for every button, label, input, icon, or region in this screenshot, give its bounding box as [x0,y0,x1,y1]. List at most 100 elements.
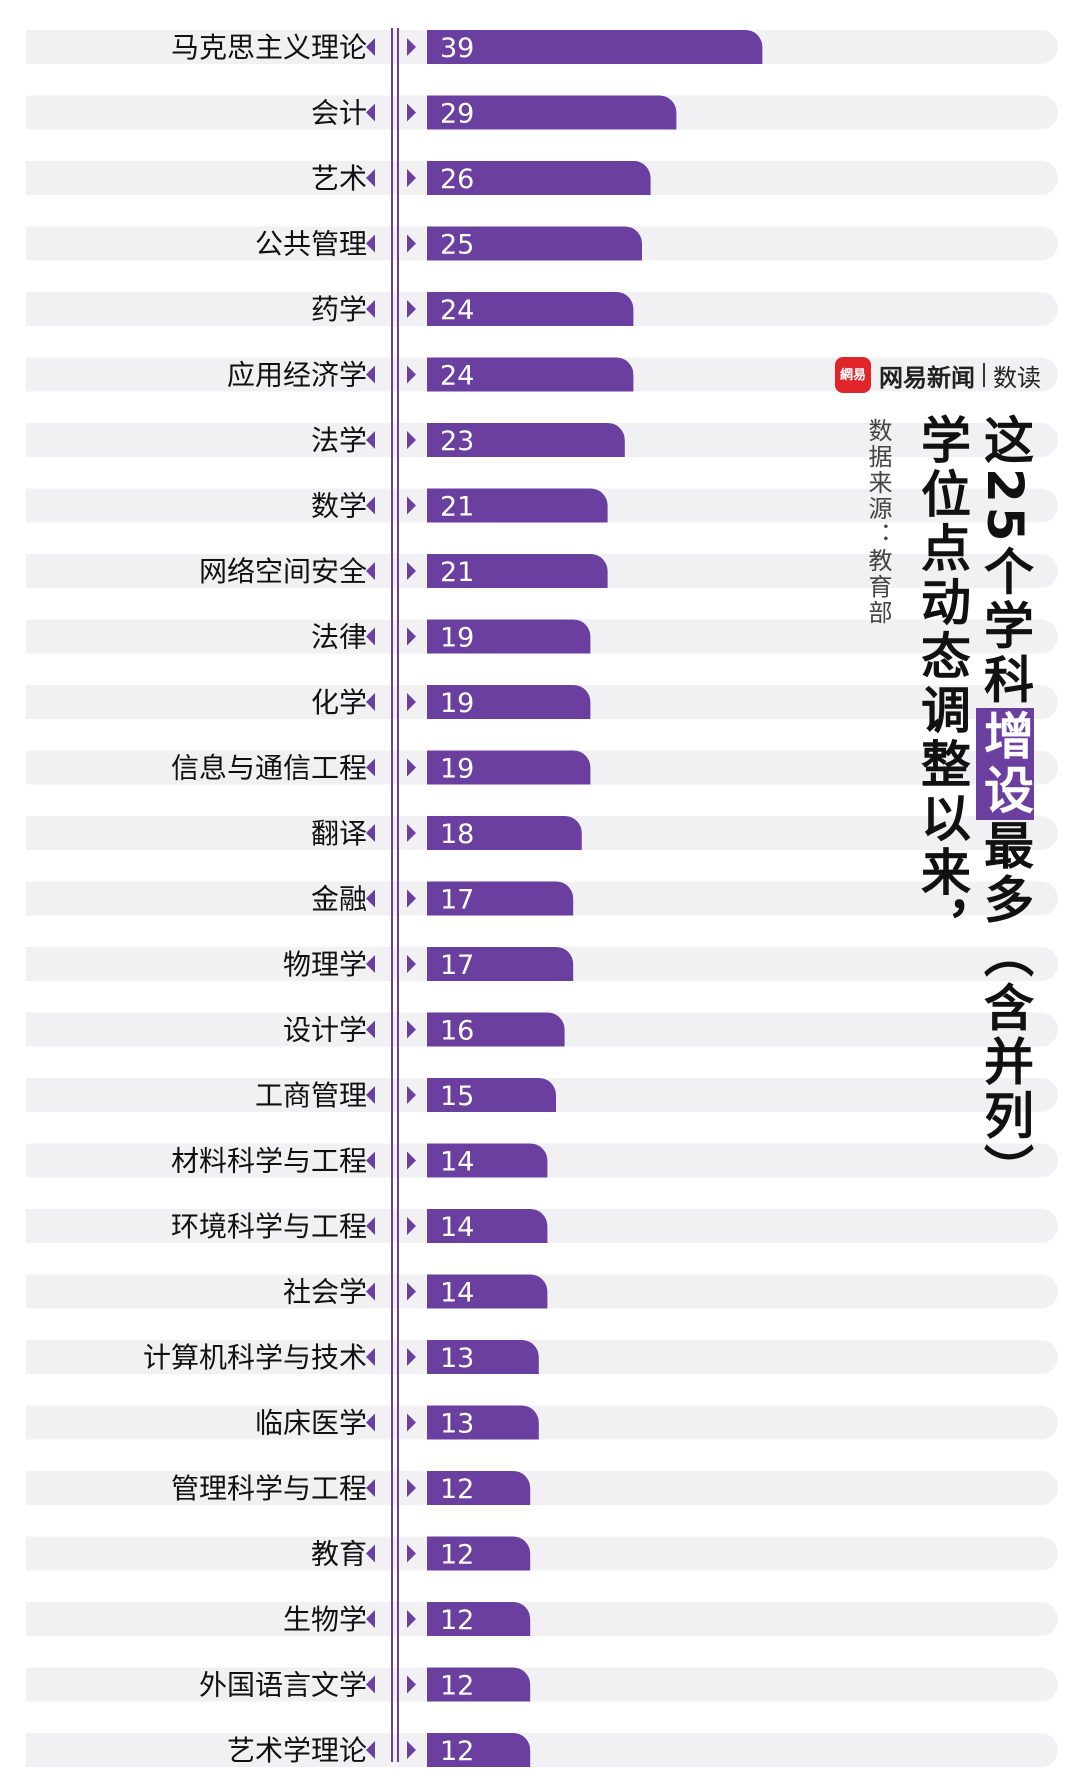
category-label: 法学 [311,424,367,457]
value-label: 24 [440,361,474,392]
category-label: 艺术学理论 [227,1734,367,1767]
bar [427,619,591,654]
value-label: 12 [440,1671,474,1702]
category-label: 翻译 [311,817,367,850]
arrow-right-icon [407,1282,416,1301]
bar [427,488,608,523]
category-label: 临床医学 [255,1407,367,1440]
arrow-right-icon [407,889,416,908]
category-label: 艺术 [311,162,367,195]
value-label: 14 [440,1278,474,1309]
category-label: 管理科学与工程 [171,1472,367,1505]
arrow-right-icon [407,300,416,318]
arrow-right-icon [407,496,416,515]
value-label: 21 [440,557,474,588]
value-label: 15 [440,1081,474,1112]
arrow-right-icon [407,1217,416,1235]
bar [427,357,634,392]
arrow-left-icon [366,1217,375,1235]
arrow-left-icon [366,103,375,122]
bar [427,1602,531,1636]
arrow-right-icon [407,1151,416,1170]
arrow-left-icon [366,234,375,253]
arrow-left-icon [366,300,375,318]
category-label: 设计学 [283,1014,367,1047]
category-label: 社会学 [283,1276,367,1309]
arrow-left-icon [366,431,375,449]
arrow-left-icon [366,1151,375,1170]
arrow-right-icon [407,38,416,56]
arrow-right-icon [407,431,416,449]
bar [427,95,677,130]
arrow-right-icon [407,1544,416,1563]
bar [427,1733,531,1767]
value-label: 21 [440,492,474,523]
arrow-right-icon [407,234,416,253]
bar [427,1012,565,1047]
chart-title-line-2: 学位点动态调整以来， [913,414,971,954]
value-label: 12 [440,1736,474,1767]
arrow-right-icon [407,365,416,384]
bar [427,881,574,916]
bar [427,816,582,850]
arrow-right-icon [407,103,416,122]
arrow-right-icon [407,693,416,711]
bar [427,685,591,719]
bar [427,1209,548,1243]
arrow-left-icon [366,1020,375,1039]
bar [427,1667,531,1702]
bar [427,161,651,195]
category-label: 金融 [311,883,367,916]
arrow-right-icon [407,169,416,187]
value-label: 14 [440,1212,474,1243]
arrow-right-icon [407,1086,416,1104]
bar [427,1471,531,1505]
brand-name: 网易新闻 [879,363,975,392]
category-label: 教育 [311,1538,367,1571]
category-label: 化学 [311,686,367,719]
category-label: 马克思主义理论 [171,31,367,64]
arrow-right-icon [407,627,416,646]
brand-sub: 数读 [993,363,1041,392]
arrow-left-icon [366,496,375,515]
arrow-right-icon [407,562,416,580]
arrow-right-icon [407,1479,416,1497]
bar [427,292,634,326]
bar-track [26,1471,1058,1505]
bar [427,423,625,457]
arrow-left-icon [366,1610,375,1628]
netease-logo-icon: 網易 [835,357,871,393]
title-text-after: 最多（含并列） [976,819,1034,1198]
arrow-left-icon [366,1348,375,1366]
arrow-left-icon [366,562,375,580]
category-label: 会计 [311,97,367,130]
arrow-left-icon [366,38,375,56]
value-label: 12 [440,1474,474,1505]
bar-track [26,1536,1058,1571]
category-label: 法律 [311,621,367,654]
bar [427,1274,548,1309]
value-label: 29 [440,99,474,130]
category-label: 物理学 [283,948,367,981]
value-label: 19 [440,623,474,654]
bar [427,226,642,261]
arrow-left-icon [366,1413,375,1432]
category-label: 工商管理 [255,1079,367,1112]
bar-track [26,1340,1058,1374]
bar-track [26,1667,1058,1702]
data-source: 数据来源：教育部 [864,418,892,626]
category-label: 计算机科学与技术 [143,1341,367,1374]
value-label: 12 [440,1540,474,1571]
bar [427,947,574,981]
brand-logo: 網易 网易新闻 数读 [835,355,1041,395]
title-highlight: 增设 [976,707,1034,820]
category-label: 公共管理 [255,228,367,261]
category-label: 应用经济学 [227,359,367,392]
category-label: 外国语言文学 [199,1669,367,1702]
arrow-right-icon [407,1020,416,1039]
brand-divider [983,363,985,387]
bar [427,30,763,64]
arrow-right-icon [407,955,416,973]
arrow-left-icon [366,693,375,711]
